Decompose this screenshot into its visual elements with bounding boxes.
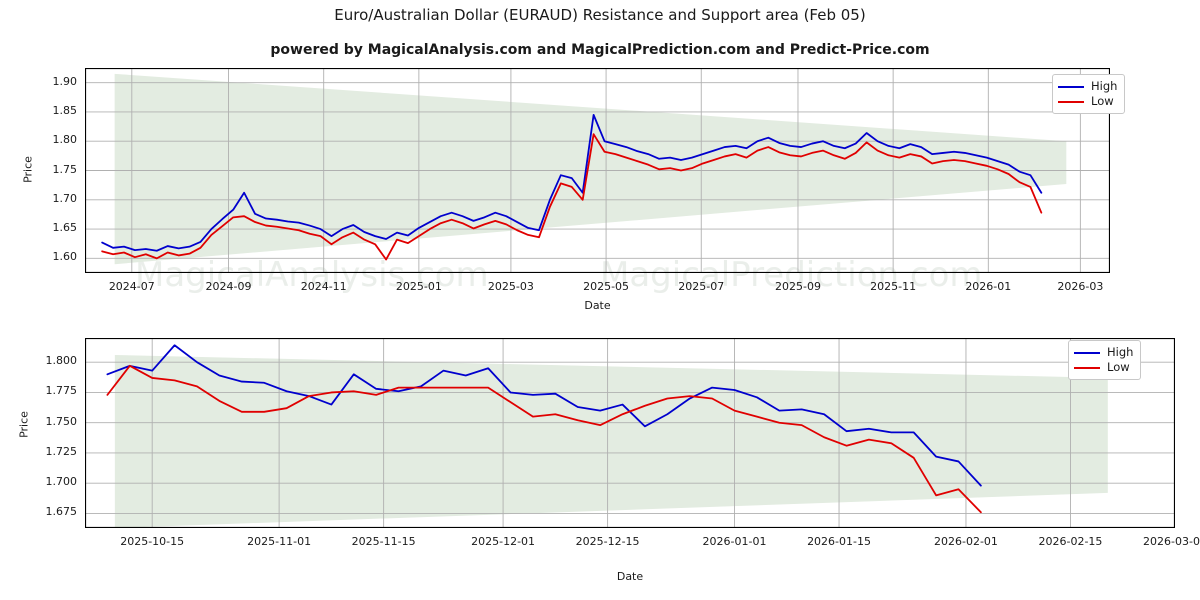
- y-tick-label: 1.65: [52, 221, 78, 235]
- x-tick-label: 2026-03-01: [1143, 535, 1200, 548]
- x-tick-label: 2025-01: [395, 280, 442, 293]
- series-line-high: [106, 344, 982, 487]
- legend-label-low: Low: [1107, 360, 1130, 374]
- legend-item-low[interactable]: Low: [1074, 360, 1133, 375]
- legend-swatch-high: [1074, 351, 1100, 354]
- x-tick-label: 2024-11: [300, 280, 347, 293]
- y-tick-label: 1.90: [52, 74, 78, 88]
- x-tick-label: 2025-12-01: [471, 535, 536, 548]
- x-tick-label: 2025-09: [774, 280, 821, 293]
- legend-swatch-low: [1074, 366, 1100, 369]
- y-tick-label: 1.775: [45, 384, 78, 398]
- y-tick-label: 1.700: [45, 475, 78, 489]
- y-tick-label: 1.60: [52, 250, 78, 264]
- page-subtitle: powered by MagicalAnalysis.com and Magic…: [270, 42, 930, 58]
- y-tick-label: 1.80: [52, 133, 78, 147]
- x-tick-label: 2025-05: [583, 280, 630, 293]
- series-line-low: [106, 364, 982, 514]
- x-tick-label: 2025-11-15: [351, 535, 416, 548]
- x-tick-label: 2025-11-01: [247, 535, 312, 548]
- x-tick-label: 2025-03: [487, 280, 534, 293]
- legend-item-high[interactable]: High: [1058, 79, 1117, 94]
- x-tick-label: 2026-02-15: [1038, 535, 1103, 548]
- upper-chart-panel: [85, 68, 1110, 273]
- x-tick-label: 2025-07: [678, 280, 725, 293]
- plot-frame: [85, 338, 1175, 528]
- y-tick-label: 1.75: [52, 162, 78, 176]
- x-tick-label: 2026-01-15: [807, 535, 871, 548]
- y-tick-label: 1.675: [45, 505, 78, 519]
- y-tick-label: 1.750: [45, 414, 78, 428]
- y-tick-label: 1.70: [52, 191, 78, 205]
- lower-chart-panel: [85, 338, 1175, 528]
- legend-label-low: Low: [1091, 94, 1114, 108]
- x-tick-label: 2024-09: [205, 280, 252, 293]
- legend-item-high[interactable]: High: [1074, 345, 1133, 360]
- x-tick-label: 2025-10-15: [120, 535, 185, 548]
- legend-item-low[interactable]: Low: [1058, 94, 1117, 109]
- legend-swatch-low: [1058, 100, 1084, 103]
- series-line-high: [101, 113, 1043, 252]
- support-resistance-band: [114, 73, 1067, 265]
- page-title: Euro/Australian Dollar (EURAUD) Resistan…: [334, 6, 866, 24]
- lower-x-axis-label: Date: [616, 570, 644, 583]
- y-tick-label: 1.85: [52, 103, 78, 117]
- x-tick-label: 2025-12-15: [575, 535, 640, 548]
- x-tick-label: 2025-11: [870, 280, 917, 293]
- x-tick-label: 2026-01-01: [702, 535, 767, 548]
- x-tick-label: 2026-03: [1057, 280, 1104, 293]
- legend-label-high: High: [1107, 345, 1134, 359]
- y-tick-label: 1.800: [45, 354, 78, 368]
- lower-legend[interactable]: High Low: [1068, 340, 1142, 380]
- plot-frame: [85, 68, 1110, 273]
- x-tick-label: 2024-07: [108, 280, 155, 293]
- series-line-low: [101, 133, 1043, 261]
- upper-x-axis-label: Date: [584, 299, 611, 312]
- y-tick-label: 1.725: [45, 444, 78, 458]
- upper-y-axis-label: Price: [21, 156, 35, 183]
- legend-swatch-high: [1058, 85, 1084, 88]
- legend-label-high: High: [1091, 79, 1118, 93]
- upper-legend[interactable]: High Low: [1052, 74, 1126, 114]
- lower-y-axis-label: Price: [17, 411, 31, 438]
- support-resistance-band: [114, 354, 1108, 528]
- x-tick-label: 2026-01: [965, 280, 1012, 293]
- x-tick-label: 2026-02-01: [933, 535, 998, 548]
